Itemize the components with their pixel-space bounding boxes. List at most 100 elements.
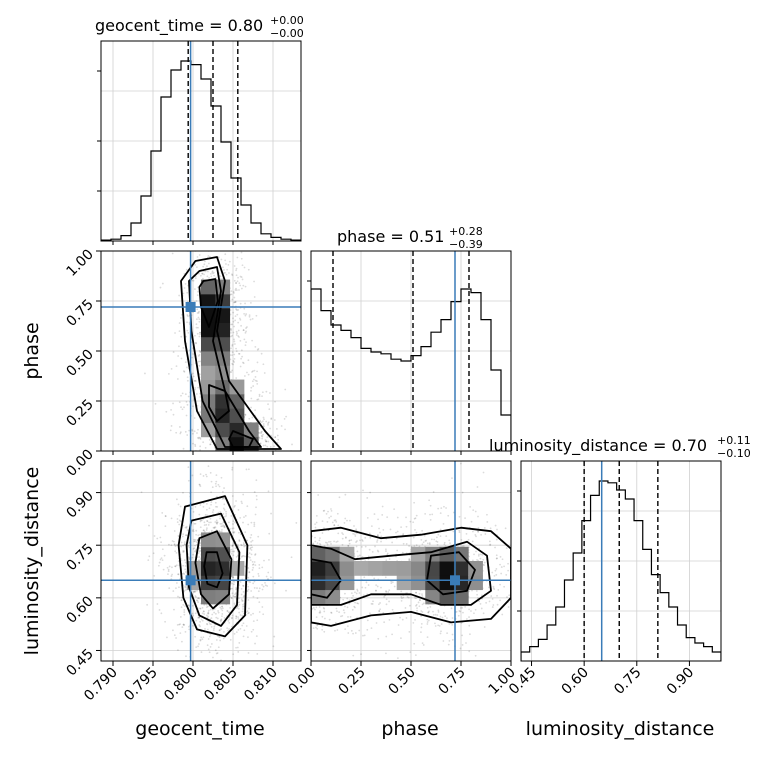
sample-point [223,630,225,633]
sample-point [230,617,233,620]
sample-point [198,456,200,458]
sample-point [239,365,242,368]
sample-point [303,607,305,609]
sample-point [234,301,237,304]
sample-point [231,298,234,301]
sample-point [242,595,245,598]
sample-point [477,530,479,533]
sample-point [402,542,405,545]
sample-point [197,645,199,648]
sample-point [276,441,279,444]
sample-point [253,580,256,583]
sample-point [459,610,462,613]
sample-point [254,379,257,382]
sample-point [490,595,493,597]
sample-point [216,652,219,654]
sample-point [194,550,196,553]
sample-point [229,528,231,530]
sample-point [386,516,389,519]
sample-point [207,615,210,618]
sample-point [344,605,346,608]
sample-point [330,612,333,614]
sample-point [194,522,197,525]
sample-point [391,608,394,611]
sample-point [183,543,186,546]
sample-point [274,400,276,403]
sample-point [443,612,445,614]
sample-point [323,630,326,633]
sample-point [326,543,329,546]
sample-point [264,439,267,441]
sample-point [205,523,208,526]
sample-point [451,617,454,619]
sample-point [178,426,181,428]
sample-point [232,531,235,534]
sample-point [424,512,427,515]
density-bin [325,575,341,591]
sample-point [251,318,254,320]
sample-point [337,532,340,535]
sample-point [316,542,319,545]
sample-point [496,594,498,597]
sample-point [284,606,286,608]
sample-point [257,398,260,401]
sample-point [140,491,143,494]
sample-point [221,525,224,528]
sample-point [180,599,183,602]
sample-point [231,544,234,547]
sample-point [387,591,390,593]
sample-point [227,263,230,266]
sample-point [246,505,249,508]
sample-point [356,532,358,535]
sample-point [199,625,201,628]
sample-point [183,287,186,289]
x-tick-label-geocent-time: 0.810 [241,665,281,705]
sample-point [382,611,385,614]
sample-point [200,651,203,654]
sample-point [240,555,243,558]
sample-point [254,376,257,378]
sample-point [448,622,451,625]
sample-point [268,454,270,456]
sample-point [182,623,185,626]
sample-point [251,546,254,549]
sample-point [207,262,210,265]
sample-point [180,559,183,562]
sample-point [219,457,221,459]
sample-point [181,535,184,538]
density-bin [311,575,326,591]
sample-point [203,530,206,533]
sample-point [295,549,297,551]
sample-point [282,456,284,458]
sample-point [298,508,300,510]
sample-point [234,319,237,322]
sample-point [388,589,391,591]
sample-point [243,516,245,519]
sample-point [248,611,250,614]
sample-point [435,540,438,543]
sample-point [306,530,308,532]
sample-point [194,540,196,543]
sample-point [213,526,216,529]
sample-point [409,651,412,654]
sample-point [200,618,203,621]
sample-point [255,498,258,501]
sample-point [202,529,205,532]
sample-point [164,515,167,517]
sample-point [476,593,479,596]
sample-point [182,623,185,626]
sample-point [191,279,194,282]
sample-point [178,322,181,324]
sample-point [233,325,236,328]
sample-point [183,550,185,553]
sample-point [477,531,480,533]
sample-point [323,545,326,547]
sample-point [535,574,537,576]
sample-point [383,621,386,624]
sample-point [216,495,218,498]
sample-point [489,543,492,546]
contour-line [198,278,219,328]
sample-point [235,350,238,353]
sample-point [277,627,279,629]
sample-point [178,294,181,297]
